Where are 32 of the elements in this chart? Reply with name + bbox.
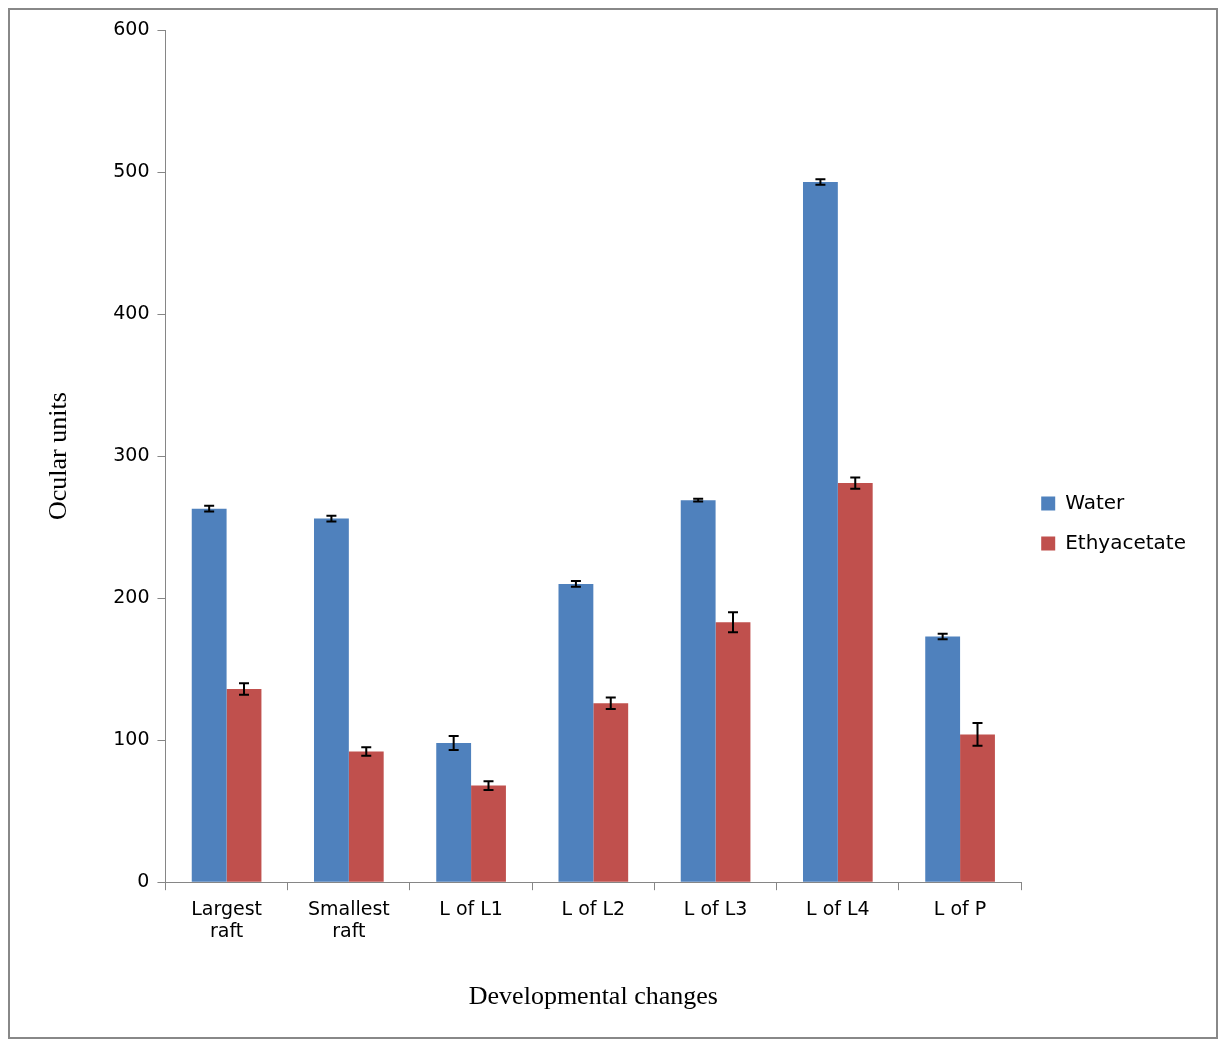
x-tick-label: L of L4: [806, 896, 870, 919]
bar: [802, 181, 838, 882]
bar: [960, 734, 995, 882]
bar: [314, 518, 349, 882]
y-tick-label: 200: [113, 585, 150, 608]
bar: [715, 622, 751, 882]
y-tick-label: 300: [113, 443, 150, 466]
legend-label: Water: [1065, 489, 1126, 514]
bar: [191, 508, 227, 882]
bar: [471, 785, 506, 882]
x-tick-label: L of L2: [561, 896, 626, 919]
y-tick-label: 500: [113, 158, 150, 181]
x-axis-title: Developmental changes: [468, 981, 718, 1011]
x-tick-label: L of P: [933, 896, 987, 919]
y-tick-label: 400: [113, 301, 150, 323]
y-tick-label: 0: [137, 869, 150, 892]
bar: [348, 751, 384, 882]
legend-label: Ethyacetate: [1065, 529, 1187, 554]
y-axis-title: Ocular units: [43, 392, 73, 521]
x-tick-label: Smallest raft: [307, 896, 390, 942]
bar: [558, 583, 594, 882]
x-tick-label: L of L1: [439, 896, 503, 919]
bar: [837, 483, 873, 882]
bar: [680, 500, 716, 882]
x-tick-label: Largest raft: [191, 896, 262, 942]
bar: [436, 743, 472, 882]
y-tick-label: 100: [113, 727, 150, 750]
y-tick-label: 600: [113, 16, 150, 39]
bar: [925, 636, 961, 882]
bar: [226, 689, 262, 882]
bar: [593, 703, 629, 882]
x-tick-label: L of L3: [683, 896, 748, 919]
